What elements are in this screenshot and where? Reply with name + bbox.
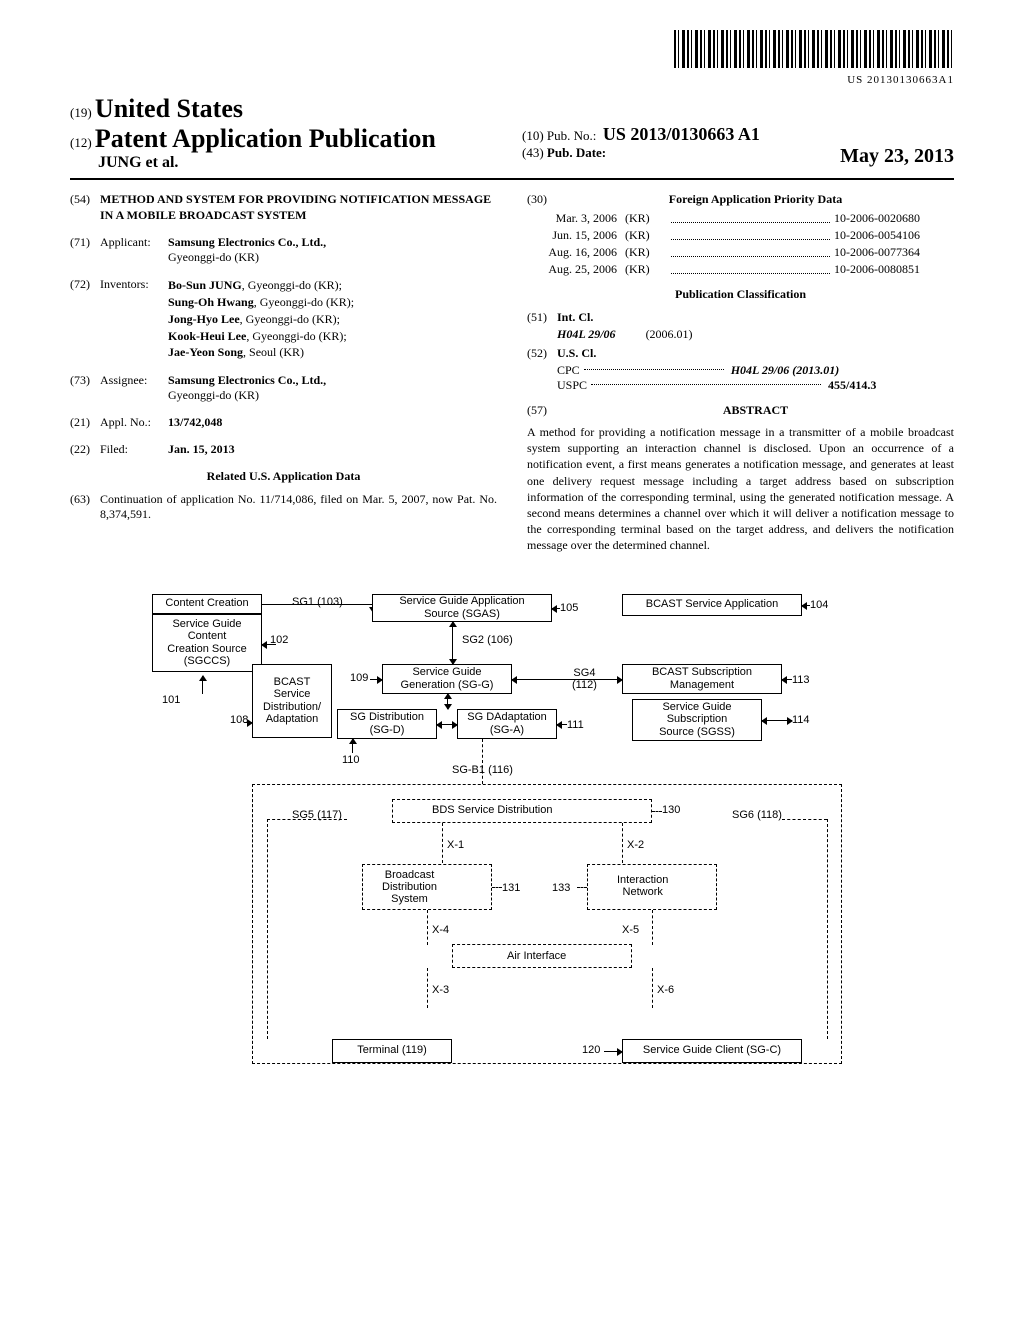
uspc-val: 455/414.3 <box>828 378 876 392</box>
code-54: (54) <box>70 192 100 223</box>
intcl-label: Int. Cl. <box>557 310 954 325</box>
box-terminal: Terminal (119) <box>332 1039 452 1063</box>
dashbox-network <box>252 784 842 1064</box>
lbl-bds-sys: Broadcast Distribution System <box>382 869 437 905</box>
lbl-x6: X-6 <box>657 984 674 996</box>
box-bcast-app: BCAST Service Application <box>622 594 802 616</box>
pubno-label: Pub. No.: <box>547 128 596 143</box>
uscl-label: U.S. Cl. <box>557 346 954 361</box>
ref-108: 108 <box>230 714 248 726</box>
cpc-label: CPC <box>557 363 580 377</box>
code-63: (63) <box>70 492 100 522</box>
lbl-intnet: Interaction Network <box>617 874 668 898</box>
assignee-label: Assignee: <box>100 373 168 403</box>
code-22: (22) <box>70 442 100 457</box>
box-sgg: Service Guide Generation (SG-G) <box>382 664 512 694</box>
applicant-label: Applicant: <box>100 235 168 265</box>
box-sgc: Service Guide Client (SG-C) <box>622 1039 802 1063</box>
code-43: (43) <box>522 145 544 160</box>
figure-1: Content Creation Service Guide Content C… <box>152 594 872 1104</box>
bibliographic-data: (54) METHOD AND SYSTEM FOR PROVIDING NOT… <box>70 192 954 554</box>
lbl-sg6: SG6 (118) <box>732 809 782 821</box>
code-57: (57) <box>527 403 557 418</box>
code-51: (51) <box>527 310 557 325</box>
ref-114: 114 <box>792 714 810 726</box>
box-sga: SG DAdaptation (SG-A) <box>457 709 557 739</box>
box-sgas: Service Guide Application Source (SGAS) <box>372 594 552 622</box>
related-text: Continuation of application No. 11/714,0… <box>100 492 497 522</box>
pubdate-label: Pub. Date: <box>547 145 606 160</box>
code-52: (52) <box>527 346 557 361</box>
barcode-graphic <box>674 30 954 68</box>
intcl-code: H04L 29/06 <box>557 327 616 341</box>
box-sgccs: Service Guide Content Creation Source (S… <box>152 614 262 672</box>
box-sgss: Service Guide Subscription Source (SGSS) <box>632 699 762 741</box>
lbl-x3: X-3 <box>432 984 449 996</box>
lbl-x4: X-4 <box>432 924 449 936</box>
lbl-sg4: SG4 (112) <box>572 667 597 691</box>
cpc-val: H04L 29/06 (2013.01) <box>731 363 840 377</box>
lbl-x2: X-2 <box>627 839 644 851</box>
intcl-ver: (2006.01) <box>646 327 693 341</box>
ref-113: 113 <box>792 674 810 686</box>
pubclass-head: Publication Classification <box>527 287 954 302</box>
publication-type: Patent Application Publication <box>95 124 436 153</box>
ref-101: 101 <box>162 694 180 706</box>
assignee-loc: Gyeonggi-do (KR) <box>168 388 259 402</box>
divider <box>70 178 954 180</box>
assignee-name: Samsung Electronics Co., Ltd., <box>168 373 326 387</box>
ref-110: 110 <box>342 754 360 766</box>
pubno-value: US 2013/0130663 A1 <box>603 124 760 144</box>
masthead: (19) United States (12) Patent Applicati… <box>70 94 954 172</box>
barcode-area: US 20130130663A1 <box>70 30 954 86</box>
lbl-x5: X-5 <box>622 924 639 936</box>
lbl-air: Air Interface <box>507 950 566 962</box>
applno-label: Appl. No.: <box>100 415 168 430</box>
ref-105: 105 <box>560 602 578 614</box>
applicant-loc: Gyeonggi-do (KR) <box>168 250 259 264</box>
box-bsda: BCAST Service Distribution/ Adaptation <box>252 664 332 738</box>
code-19: (19) <box>70 105 92 120</box>
lbl-bds: BDS Service Distribution <box>432 804 552 816</box>
abstract-text: A method for providing a notification me… <box>527 424 954 554</box>
inventors-list: Bo-Sun JUNG, Gyeonggi-do (KR); Sung-Oh H… <box>168 277 497 361</box>
barcode-text: US 20130130663A1 <box>70 74 954 86</box>
right-column: (30) Foreign Application Priority Data M… <box>527 192 954 554</box>
code-72: (72) <box>70 277 100 361</box>
lbl-sg2: SG2 (106) <box>462 634 513 646</box>
lbl-sg1: SG1 (103) <box>292 596 343 608</box>
related-data-head: Related U.S. Application Data <box>70 469 497 484</box>
filed-value: Jan. 15, 2013 <box>168 442 497 457</box>
ref-130: 130 <box>662 804 680 816</box>
ref-120: 120 <box>582 1044 600 1056</box>
invention-title: METHOD AND SYSTEM FOR PROVIDING NOTIFICA… <box>100 192 497 223</box>
ref-131: 131 <box>502 882 520 894</box>
authors-head: JUNG et al. <box>98 154 502 172</box>
box-bsm: BCAST Subscription Management <box>622 664 782 694</box>
ref-133: 133 <box>552 882 570 894</box>
applicant-name: Samsung Electronics Co., Ltd., <box>168 235 326 249</box>
code-73: (73) <box>70 373 100 403</box>
code-30: (30) <box>527 192 557 207</box>
country: United States <box>95 94 243 123</box>
pubdate-value: May 23, 2013 <box>840 145 954 168</box>
ref-109: 109 <box>350 672 368 684</box>
box-content-creation: Content Creation <box>152 594 262 614</box>
box-sgd: SG Distribution (SG-D) <box>337 709 437 739</box>
code-21: (21) <box>70 415 100 430</box>
code-71: (71) <box>70 235 100 265</box>
uspc-label: USPC <box>557 378 587 392</box>
left-column: (54) METHOD AND SYSTEM FOR PROVIDING NOT… <box>70 192 497 554</box>
abstract-head: ABSTRACT <box>557 403 954 418</box>
code-12: (12) <box>70 135 92 150</box>
code-10: (10) <box>522 128 544 143</box>
ref-111: 111 <box>567 719 584 731</box>
priority-table: Mar. 3, 2006(KR)10-2006-0020680 Jun. 15,… <box>527 211 954 277</box>
priority-head: Foreign Application Priority Data <box>557 192 954 207</box>
inventors-label: Inventors: <box>100 277 168 361</box>
ref-104: 104 <box>810 599 828 611</box>
lbl-x1: X-1 <box>447 839 464 851</box>
filed-label: Filed: <box>100 442 168 457</box>
applno-value: 13/742,048 <box>168 415 497 430</box>
